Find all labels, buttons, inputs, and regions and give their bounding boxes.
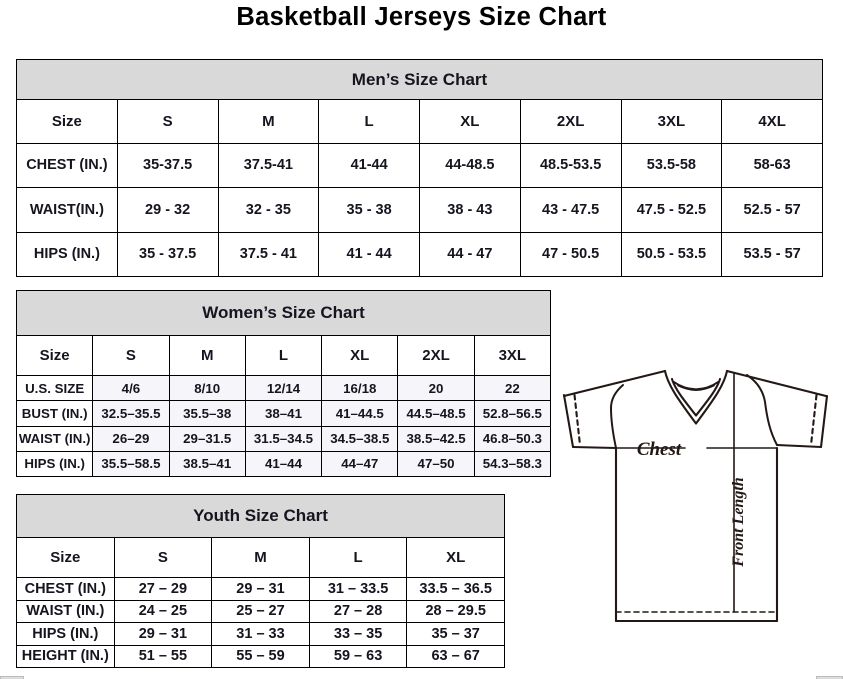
svg-text:Front Length: Front Length	[730, 477, 747, 567]
svg-text:Chest: Chest	[637, 439, 682, 460]
